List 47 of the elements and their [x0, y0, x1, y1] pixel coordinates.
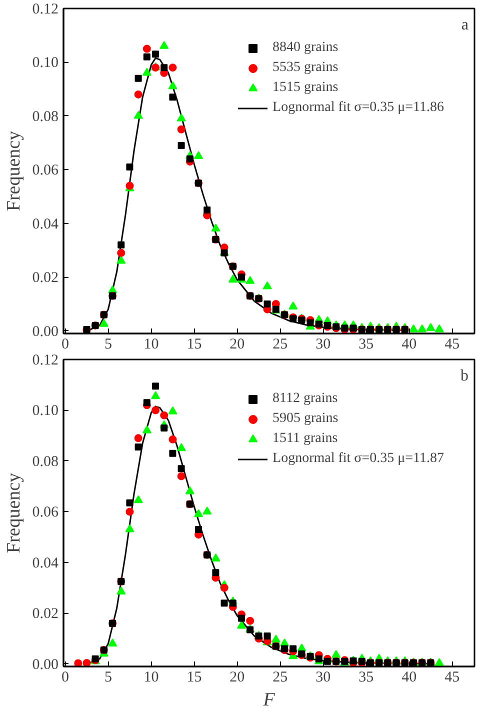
- y-tick-label: 0.02: [32, 606, 58, 622]
- y-tick-label: 0.12: [32, 352, 58, 368]
- y-tick-label: 0.08: [32, 454, 58, 470]
- y-tick-label: 0.08: [32, 108, 58, 125]
- y-tick-label: 0.06: [32, 162, 59, 179]
- y-tick-label: 0.04: [32, 555, 59, 572]
- annotation: b: [460, 368, 468, 384]
- x-tick-label: 20: [230, 336, 245, 352]
- y-axis-title: Frequency: [3, 472, 24, 554]
- y-tick-label: 0.10: [32, 55, 58, 72]
- x-tick-label: 40: [402, 336, 417, 352]
- legend-label: Lognormal fit σ=0.35 μ=11.87: [272, 451, 444, 467]
- y-tick-label: 0.10: [32, 403, 58, 420]
- y-tick-label: 0.04: [32, 216, 59, 232]
- y-tick-label: 0.00: [32, 324, 58, 340]
- y-axis-title: Frequency: [3, 130, 24, 212]
- y-tick-label: 0.02: [32, 270, 58, 286]
- legend-label: 1515 grains: [272, 80, 338, 96]
- x-tick-label: 35: [358, 336, 374, 352]
- x-tick-label: 45: [444, 336, 460, 352]
- x-tick-label: 15: [186, 670, 202, 686]
- x-tick-label: 5: [104, 336, 112, 352]
- legend-label: 5905 grains: [272, 411, 338, 427]
- legend-label: 5535 grains: [272, 60, 338, 76]
- x-tick-label: 0: [61, 336, 69, 352]
- x-tick-label: 25: [272, 336, 288, 352]
- x-tick-label: 10: [144, 670, 159, 686]
- legend-label: 8840 grains: [272, 40, 338, 56]
- x-tick-label: 0: [61, 670, 69, 686]
- y-tick-label: 0.12: [32, 2, 58, 18]
- legend-label: Lognormal fit σ=0.35 μ=11.86: [272, 100, 444, 116]
- y-tick-label: 0.00: [32, 656, 58, 673]
- annotation: a: [461, 16, 469, 34]
- x-tick-label: 40: [402, 670, 417, 686]
- x-tick-label: 35: [358, 670, 374, 686]
- x-axis-title: F: [262, 690, 276, 710]
- y-tick-label: 0.06: [32, 504, 59, 521]
- x-tick-label: 45: [444, 670, 460, 686]
- x-tick-label: 30: [316, 336, 331, 352]
- x-tick-label: 10: [144, 336, 159, 352]
- x-tick-label: 15: [186, 336, 202, 352]
- legend-label: 8112 grains: [272, 391, 338, 407]
- x-tick-label: 5: [104, 670, 112, 686]
- x-tick-label: 30: [316, 670, 331, 686]
- x-tick-label: 25: [272, 670, 288, 686]
- legend-label: 1511 grains: [272, 431, 338, 447]
- x-tick-label: 20: [230, 670, 245, 686]
